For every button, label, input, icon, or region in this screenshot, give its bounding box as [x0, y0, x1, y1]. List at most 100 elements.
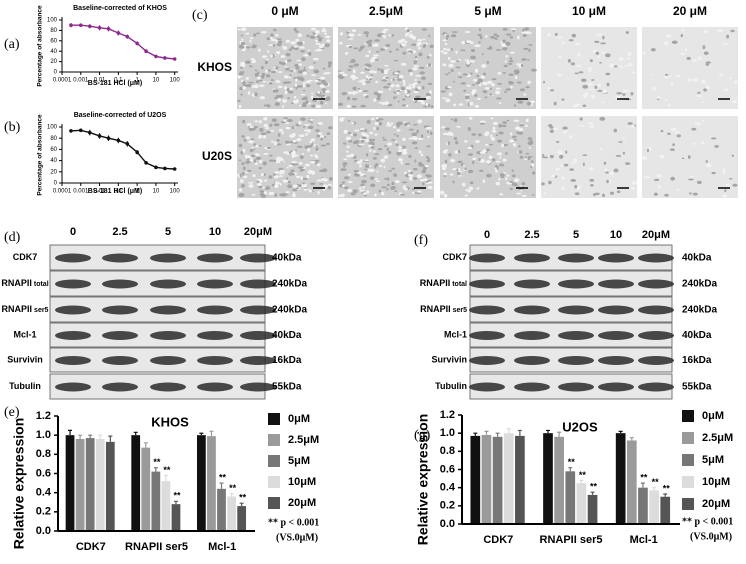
cell — [492, 126, 496, 130]
cell — [294, 83, 298, 88]
cell — [254, 162, 258, 165]
legend-label: 0μM — [288, 413, 310, 425]
cell — [273, 123, 280, 127]
cell — [404, 171, 407, 175]
cell — [527, 157, 531, 161]
row-sub: ser5 — [453, 307, 468, 314]
legend-label: 0μM — [702, 410, 724, 422]
cell — [246, 156, 251, 159]
cell — [300, 93, 306, 96]
cell — [298, 121, 302, 125]
cell — [445, 34, 450, 38]
cell — [597, 84, 602, 87]
cell — [369, 131, 374, 135]
cell — [394, 190, 398, 193]
cell — [497, 72, 502, 75]
band — [197, 382, 233, 392]
cell — [375, 163, 379, 167]
cell — [279, 169, 285, 173]
point — [69, 129, 73, 133]
legend-label: 10μM — [702, 476, 730, 488]
cell — [511, 169, 514, 172]
point — [163, 56, 167, 60]
cell — [268, 191, 275, 196]
band — [102, 382, 138, 392]
cell — [329, 177, 333, 181]
cell — [508, 73, 514, 76]
cell — [342, 73, 348, 77]
cell — [379, 164, 383, 168]
cell — [577, 52, 581, 57]
cell — [248, 81, 254, 84]
cell — [341, 181, 346, 184]
micrograph — [541, 27, 637, 109]
cell — [664, 193, 669, 197]
cell — [245, 77, 250, 80]
cell — [458, 174, 462, 177]
cell — [599, 147, 602, 151]
cell — [273, 44, 276, 47]
error-bar — [133, 431, 138, 436]
band — [150, 382, 186, 392]
cell — [291, 126, 294, 130]
bar — [554, 436, 564, 524]
y-tick-label: 80 — [50, 136, 57, 142]
cell — [360, 183, 365, 187]
cell — [571, 162, 576, 165]
cell — [445, 127, 450, 131]
cell — [440, 190, 445, 195]
cell — [374, 193, 377, 197]
cell — [420, 153, 424, 157]
band — [55, 253, 91, 263]
y-axis-label: Relative expression — [11, 418, 27, 550]
cell — [254, 44, 257, 48]
cell — [283, 117, 289, 119]
bar — [75, 439, 85, 531]
cell — [474, 44, 481, 48]
y-tick-label: 1.2 — [36, 410, 51, 422]
band — [514, 279, 550, 289]
cell — [419, 71, 425, 75]
cell — [587, 67, 593, 71]
cell — [553, 127, 559, 131]
cell — [417, 119, 423, 124]
cell — [325, 89, 330, 93]
cell — [401, 43, 407, 47]
significance-mark: ** — [219, 472, 227, 482]
cell — [286, 87, 290, 92]
cell — [365, 128, 368, 132]
panel-label: (a) — [4, 37, 20, 52]
cell — [364, 63, 371, 66]
cell — [356, 160, 362, 165]
cell — [599, 62, 602, 64]
cell — [262, 134, 267, 139]
bar — [227, 496, 236, 531]
point — [78, 23, 83, 28]
cell — [275, 94, 281, 99]
cell — [252, 174, 256, 178]
cell — [393, 173, 398, 177]
cell — [268, 44, 273, 47]
point — [144, 49, 148, 53]
row-sub: total — [452, 281, 467, 288]
cell — [689, 192, 692, 195]
cell — [406, 29, 410, 33]
cell — [400, 86, 406, 91]
cell — [527, 141, 534, 146]
cell — [600, 42, 607, 45]
cell — [548, 124, 553, 128]
cell — [294, 47, 299, 51]
cell — [700, 141, 705, 145]
band — [240, 356, 276, 365]
cell — [467, 153, 474, 157]
cell — [278, 61, 282, 65]
cell — [702, 45, 706, 50]
row-name: RNAPII — [420, 304, 451, 314]
cell — [443, 51, 448, 55]
micrograph — [337, 27, 434, 109]
cell — [270, 33, 274, 38]
cell — [729, 77, 732, 80]
cell — [367, 43, 373, 47]
cell — [295, 30, 299, 33]
cell — [644, 176, 650, 179]
